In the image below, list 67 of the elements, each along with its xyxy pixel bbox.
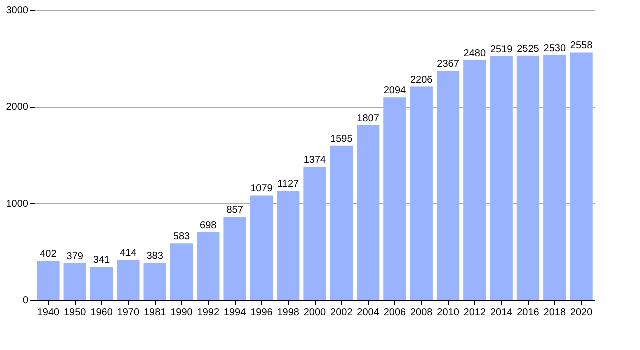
data-label: 379 [66, 251, 84, 262]
data-label: 2525 [517, 44, 540, 55]
bar [384, 98, 406, 300]
bar [490, 56, 513, 300]
x-tick-label: 2004 [357, 308, 380, 318]
bar [224, 217, 246, 300]
bar [516, 56, 540, 300]
data-label: 583 [173, 232, 191, 243]
x-tick-label: 2000 [304, 308, 327, 318]
data-label: 698 [200, 220, 218, 232]
bar [544, 55, 566, 300]
bar [570, 52, 593, 300]
x-tick-label: 2010 [437, 308, 460, 318]
bar [90, 267, 114, 300]
data-label: 2558 [570, 40, 594, 52]
bar [250, 196, 274, 300]
data-label: 414 [120, 248, 138, 259]
data-label: 1127 [278, 179, 300, 190]
data-label: 2480 [464, 48, 486, 60]
x-tick-label: 1996 [250, 308, 274, 318]
x-tick-label: 2002 [330, 308, 354, 318]
data-label: 1807 [357, 113, 380, 124]
data-label: 2519 [490, 44, 514, 56]
data-label: 1595 [330, 134, 354, 145]
bar [277, 191, 300, 300]
x-tick-label: 1970 [117, 308, 140, 318]
y-tick-label: 2000 [6, 102, 29, 114]
x-tick-label: 1994 [224, 308, 247, 318]
x-tick-label: 1998 [277, 308, 300, 318]
x-tick-label: 1981 [144, 308, 167, 318]
bar [197, 232, 220, 300]
x-tick-label: 1990 [170, 308, 194, 318]
x-tick-label: 2020 [570, 308, 594, 318]
x-tick-label: 2012 [464, 308, 486, 318]
data-label: 1374 [304, 155, 327, 166]
y-tick-label: 0 [22, 296, 29, 306]
y-tick-label: 3000 [6, 6, 29, 16]
bar [436, 71, 460, 300]
bar [464, 60, 486, 300]
bar [330, 146, 353, 300]
bar [170, 244, 194, 300]
data-label: 402 [40, 249, 58, 260]
data-label: 2094 [384, 86, 407, 97]
x-tick-label: 1940 [37, 308, 60, 318]
data-label: 2367 [437, 59, 460, 70]
bar [37, 261, 60, 300]
bar [356, 125, 380, 300]
data-label: 341 [93, 255, 111, 266]
bar [304, 167, 326, 300]
data-label: 383 [146, 250, 164, 262]
x-tick-label: 2006 [384, 308, 407, 318]
bar [64, 263, 86, 300]
bar [144, 262, 166, 300]
data-label: 2530 [544, 43, 566, 54]
x-tick-label: 1950 [64, 308, 87, 318]
x-tick-label: 2016 [517, 308, 540, 318]
data-label: 857 [226, 205, 244, 216]
x-tick-label: 1992 [197, 308, 220, 318]
y-tick-label: 1000 [6, 198, 29, 210]
bar [117, 260, 140, 300]
x-tick-label: 2018 [544, 308, 566, 318]
bar [410, 86, 433, 300]
x-tick-label: 2014 [490, 308, 514, 318]
x-tick-label: 2008 [410, 308, 434, 318]
data-label: 2206 [410, 74, 434, 86]
x-tick-label: 1960 [90, 308, 114, 318]
data-label: 1079 [250, 184, 274, 195]
